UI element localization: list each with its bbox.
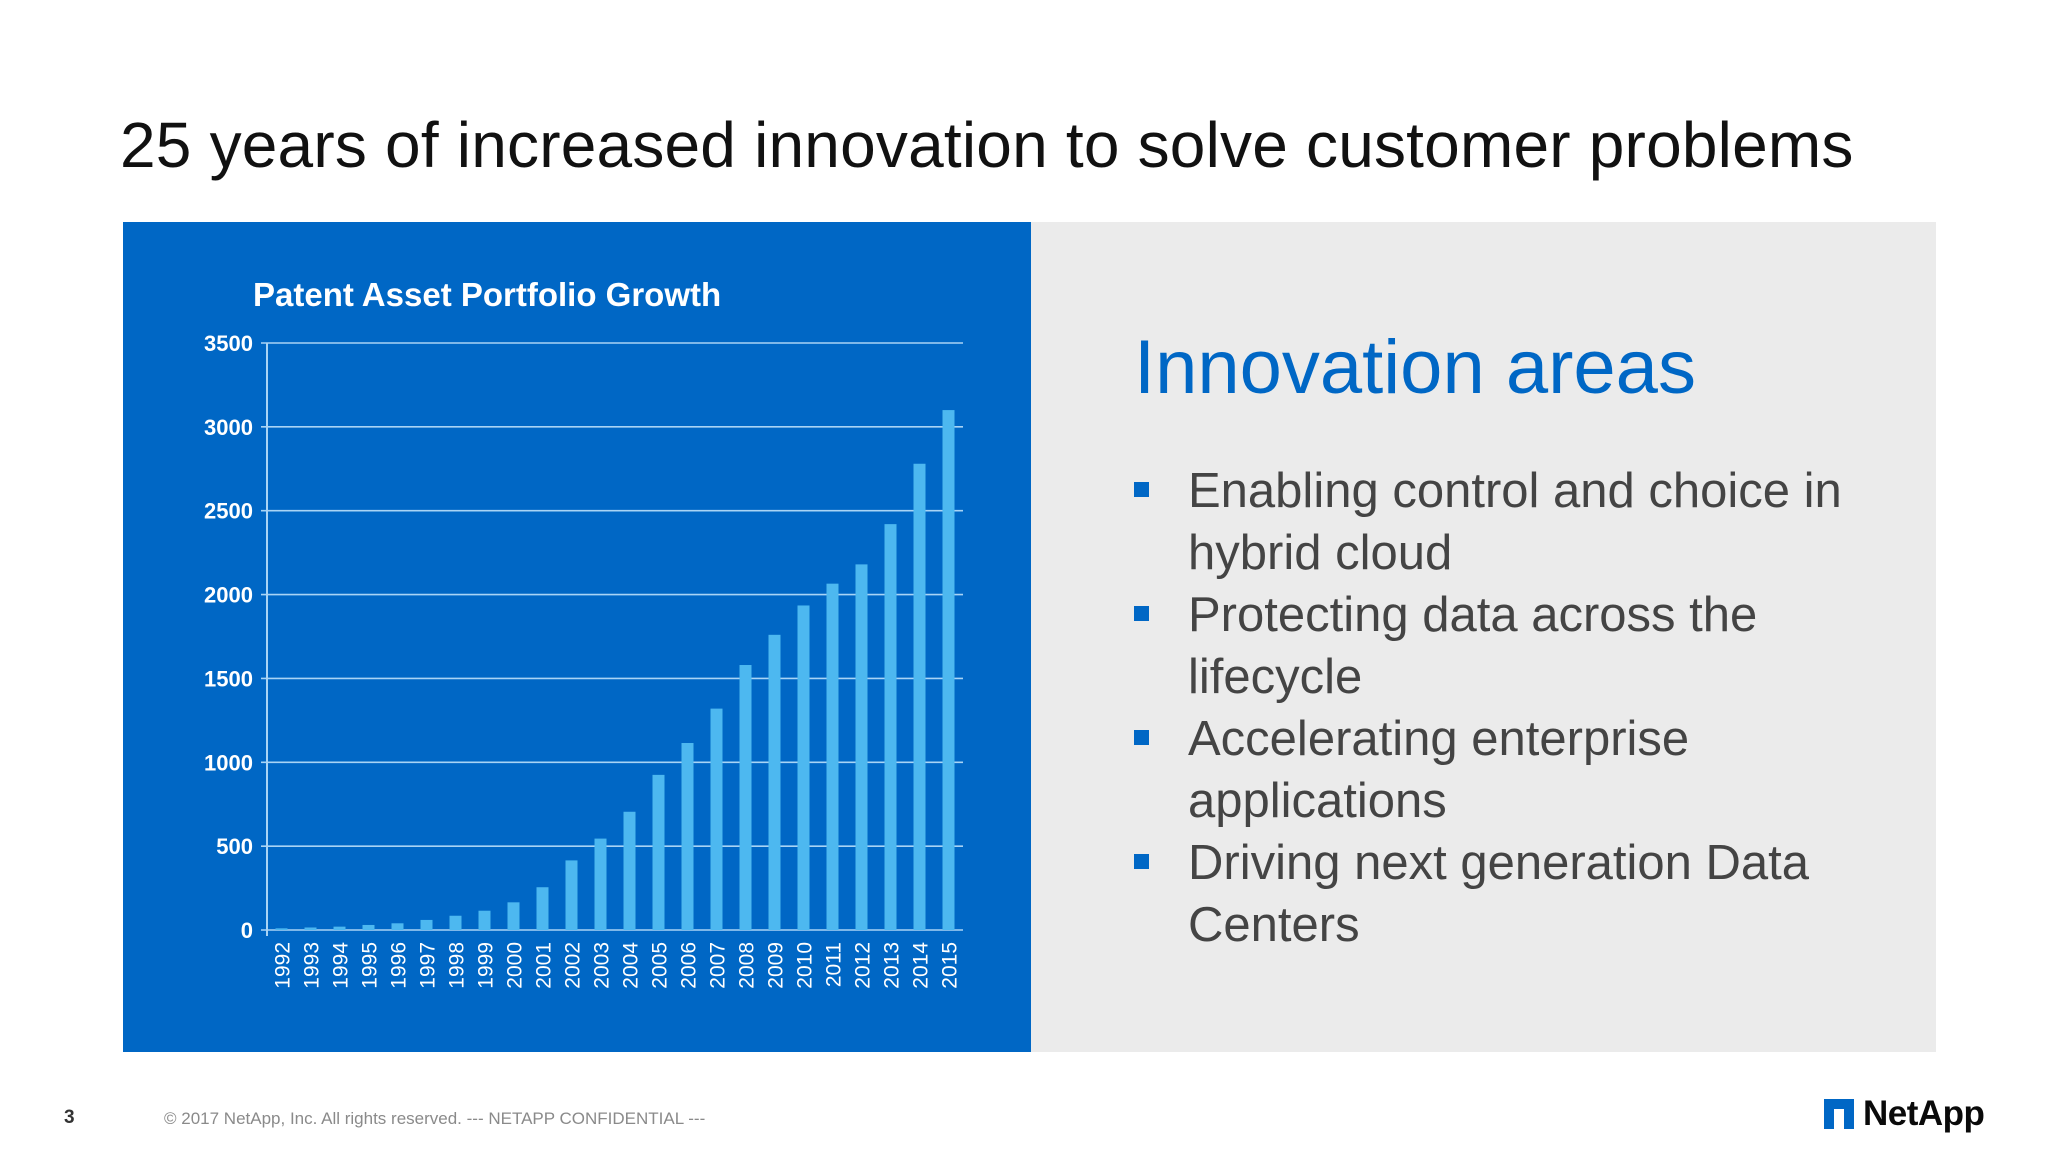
x-tick-label: 2005 xyxy=(649,942,672,989)
y-tick-label: 3500 xyxy=(204,331,253,356)
x-tick-label: 2015 xyxy=(939,942,962,989)
page-number: 3 xyxy=(64,1107,75,1128)
x-tick-label: 1995 xyxy=(359,942,382,989)
y-tick-label: 2500 xyxy=(204,499,253,524)
y-tick-label: 0 xyxy=(241,918,253,943)
x-tick-label: 2006 xyxy=(678,942,701,989)
innovation-list: Enabling control and choice in hybrid cl… xyxy=(1131,460,1891,956)
chart-bar xyxy=(478,910,491,930)
y-tick-label: 1500 xyxy=(204,666,253,691)
chart-bar xyxy=(333,926,346,930)
chart-bar xyxy=(652,774,665,930)
chart-bar xyxy=(362,924,375,930)
chart-title: Patent Asset Portfolio Growth xyxy=(253,276,721,313)
netapp-logo-icon xyxy=(1824,1099,1854,1129)
list-item-text: Enabling control and choice in hybrid cl… xyxy=(1188,464,1842,580)
chart-bar xyxy=(304,927,317,930)
x-tick-label: 2011 xyxy=(823,942,846,987)
x-tick-label: 2007 xyxy=(707,942,730,989)
x-tick-label: 2013 xyxy=(881,942,904,989)
patent-growth-chart: Patent Asset Portfolio Growth 0 500 1000 15… xyxy=(204,276,963,989)
chart-bar xyxy=(913,463,926,930)
x-tick-label: 1999 xyxy=(475,942,498,989)
chart-bar xyxy=(594,838,607,930)
x-tick-label: 2000 xyxy=(504,942,527,989)
innovation-heading: Innovation areas xyxy=(1134,325,1696,410)
chart-gridlines xyxy=(261,342,963,931)
chart-bar xyxy=(275,928,288,930)
chart-bar xyxy=(449,915,462,930)
chart-bar xyxy=(391,923,404,930)
list-item: Driving next generation Data Centers xyxy=(1131,832,1891,956)
chart-bar xyxy=(420,919,433,930)
square-bullet-icon xyxy=(1134,854,1149,869)
y-tick-label: 2000 xyxy=(204,583,253,608)
chart-bar xyxy=(623,811,636,930)
x-tick-label: 2004 xyxy=(620,942,643,989)
slide-title: 25 years of increased innovation to solv… xyxy=(120,109,1854,181)
x-tick-label: 1992 xyxy=(272,942,295,989)
x-tick-label: 2014 xyxy=(910,942,933,989)
square-bullet-icon xyxy=(1134,606,1149,621)
chart-bar xyxy=(536,887,549,930)
list-item-text: Accelerating enterprise applications xyxy=(1188,712,1690,828)
x-tick-label: 1998 xyxy=(446,942,469,989)
chart-bar xyxy=(507,902,520,930)
square-bullet-icon xyxy=(1134,730,1149,745)
x-tick-label: 2008 xyxy=(736,942,759,989)
chart-bar xyxy=(768,634,781,930)
y-tick-label: 3000 xyxy=(204,415,253,440)
y-tick-label: 500 xyxy=(216,834,253,859)
x-tick-label: 1993 xyxy=(301,942,324,989)
x-tick-label: 1996 xyxy=(388,942,411,989)
x-tick-label: 1994 xyxy=(330,942,353,989)
x-tick-label: 2003 xyxy=(591,942,614,989)
chart-bar xyxy=(826,583,839,930)
list-item: Enabling control and choice in hybrid cl… xyxy=(1131,460,1891,584)
chart-bar xyxy=(884,524,897,930)
logo-text: NetApp xyxy=(1863,1094,1985,1133)
chart-bar xyxy=(565,860,578,930)
chart-y-tick-labels: 0 500 1000 1500 2000 2500 3000 3500 xyxy=(204,331,253,943)
x-tick-label: 2001 xyxy=(533,942,556,989)
chart-bars xyxy=(275,410,955,930)
chart-bar xyxy=(942,410,955,930)
copyright-notice: © 2017 NetApp, Inc. All rights reserved.… xyxy=(164,1109,706,1128)
innovation-panel: Innovation areas Enabling control and ch… xyxy=(1031,222,1936,1052)
list-item-text: Driving next generation Data Centers xyxy=(1188,836,1810,952)
x-tick-label: 1997 xyxy=(417,942,440,989)
netapp-logo: NetApp xyxy=(1824,1094,1985,1134)
x-tick-label: 2012 xyxy=(852,942,875,989)
x-tick-label: 2002 xyxy=(562,942,585,989)
chart-panel: Patent Asset Portfolio Growth 0 500 1000 15… xyxy=(123,222,1031,1052)
chart-x-tick-labels: 1992 1993 1994 1995 1996 1997 1998 1999 2000 2001… xyxy=(272,942,962,989)
x-tick-label: 2009 xyxy=(765,942,788,989)
chart-bar xyxy=(681,742,694,930)
chart-bar xyxy=(710,708,723,930)
chart-bar xyxy=(855,564,868,930)
list-item: Protecting data across the lifecycle xyxy=(1131,584,1891,708)
chart-bar xyxy=(797,605,810,930)
x-tick-label: 2010 xyxy=(794,942,817,989)
y-tick-label: 1000 xyxy=(204,750,253,775)
list-item: Accelerating enterprise applications xyxy=(1131,708,1891,832)
list-item-text: Protecting data across the lifecycle xyxy=(1188,588,1758,704)
chart-bar xyxy=(739,665,752,930)
square-bullet-icon xyxy=(1134,482,1149,497)
